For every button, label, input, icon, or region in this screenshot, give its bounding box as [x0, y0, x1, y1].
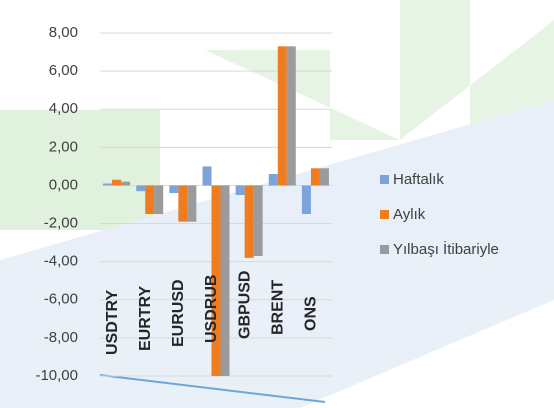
bar — [136, 185, 146, 192]
legend-label: Aylık — [393, 206, 426, 223]
x-tick-label: GBPUSD — [236, 271, 253, 339]
bar — [277, 46, 287, 186]
legend-label: Yılbaşı İtibariyle — [393, 240, 499, 258]
y-tick-label: -6,00 — [44, 291, 78, 308]
bar — [187, 185, 197, 222]
x-tick-label: USDTRY — [104, 289, 121, 355]
x-tick-label: ONS — [303, 296, 320, 331]
bar — [268, 174, 278, 186]
x-tick-label: BRENT — [270, 280, 287, 335]
x-tick-label: EURTRY — [137, 285, 154, 351]
legend-swatch — [380, 245, 389, 254]
y-tick-label: 8,00 — [49, 24, 78, 41]
bar — [253, 185, 263, 256]
bar — [244, 185, 254, 258]
bar — [154, 185, 164, 215]
bar — [178, 185, 188, 222]
bar — [220, 185, 230, 376]
y-tick-label: 6,00 — [49, 62, 78, 79]
bar — [310, 168, 320, 186]
x-axis-line — [99, 374, 326, 403]
bar — [145, 185, 155, 215]
bar — [169, 185, 179, 194]
y-tick-label: 0,00 — [49, 176, 78, 193]
y-tick-label: -4,00 — [44, 253, 78, 270]
bar — [301, 185, 311, 215]
x-tick-label: USDRUB — [203, 275, 220, 343]
y-tick-label: -8,00 — [44, 329, 78, 346]
bar — [112, 179, 122, 186]
bar — [103, 183, 113, 186]
bar — [235, 185, 245, 195]
bar — [319, 168, 329, 186]
legend-label: Haftalık — [393, 171, 444, 188]
legend-swatch — [380, 210, 389, 219]
bar — [121, 181, 131, 186]
y-tick-label: -2,00 — [44, 215, 78, 232]
bar — [286, 46, 296, 186]
y-tick-label: 4,00 — [49, 100, 78, 117]
legend-swatch — [380, 175, 389, 184]
bar — [211, 185, 221, 376]
y-tick-label: -10,00 — [35, 367, 78, 384]
bar — [202, 166, 212, 186]
x-tick-label: EURUSD — [170, 279, 187, 347]
y-tick-label: 2,00 — [49, 138, 78, 155]
